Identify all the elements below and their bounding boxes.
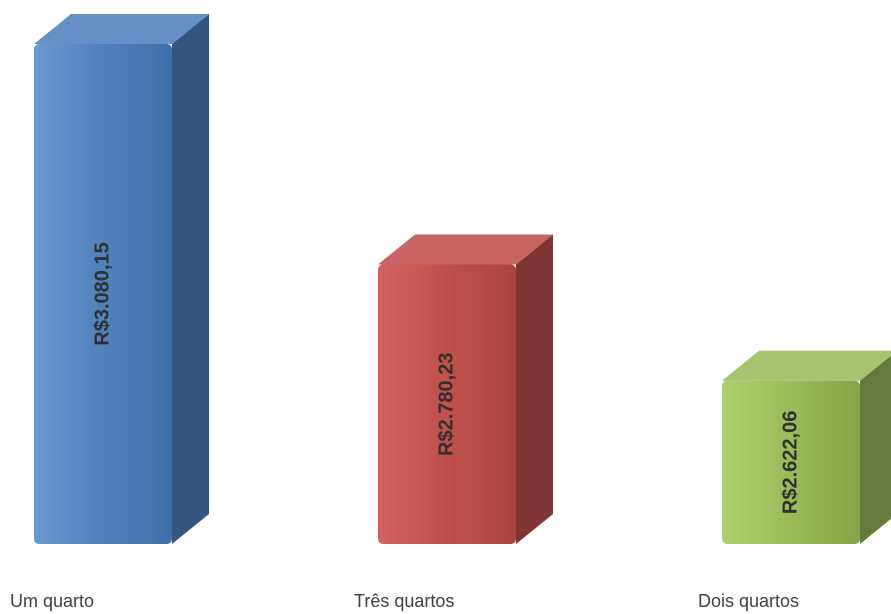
category-label: Dois quartos (698, 591, 799, 611)
bar-front-face (378, 264, 516, 544)
bars-group: R$3.080,15 R$2.780,23 R$2.622,06 (34, 14, 891, 544)
bar-side-face (860, 355, 891, 544)
bar-2: R$2.780,23 (378, 234, 553, 544)
bar-front-face (722, 380, 860, 544)
bar-value-label: R$2.622,06 (779, 411, 801, 514)
bar-side-face (172, 14, 209, 544)
bar-value-label: R$2.780,23 (435, 353, 457, 456)
bar-top-face (722, 350, 891, 381)
bar-front-face (34, 44, 172, 544)
category-label: Um quarto (10, 591, 94, 611)
bar-top-face (378, 234, 553, 265)
bar-3: R$2.622,06 (722, 350, 891, 544)
category-label: Três quartos (354, 591, 454, 611)
bar-top-face (34, 14, 209, 44)
bar-side-face (516, 234, 553, 544)
bar-value-label: R$3.080,15 (91, 242, 113, 345)
category-labels-group: Um quarto Três quartos Dois quartos (10, 591, 799, 611)
bar-1: R$3.080,15 (34, 14, 209, 544)
